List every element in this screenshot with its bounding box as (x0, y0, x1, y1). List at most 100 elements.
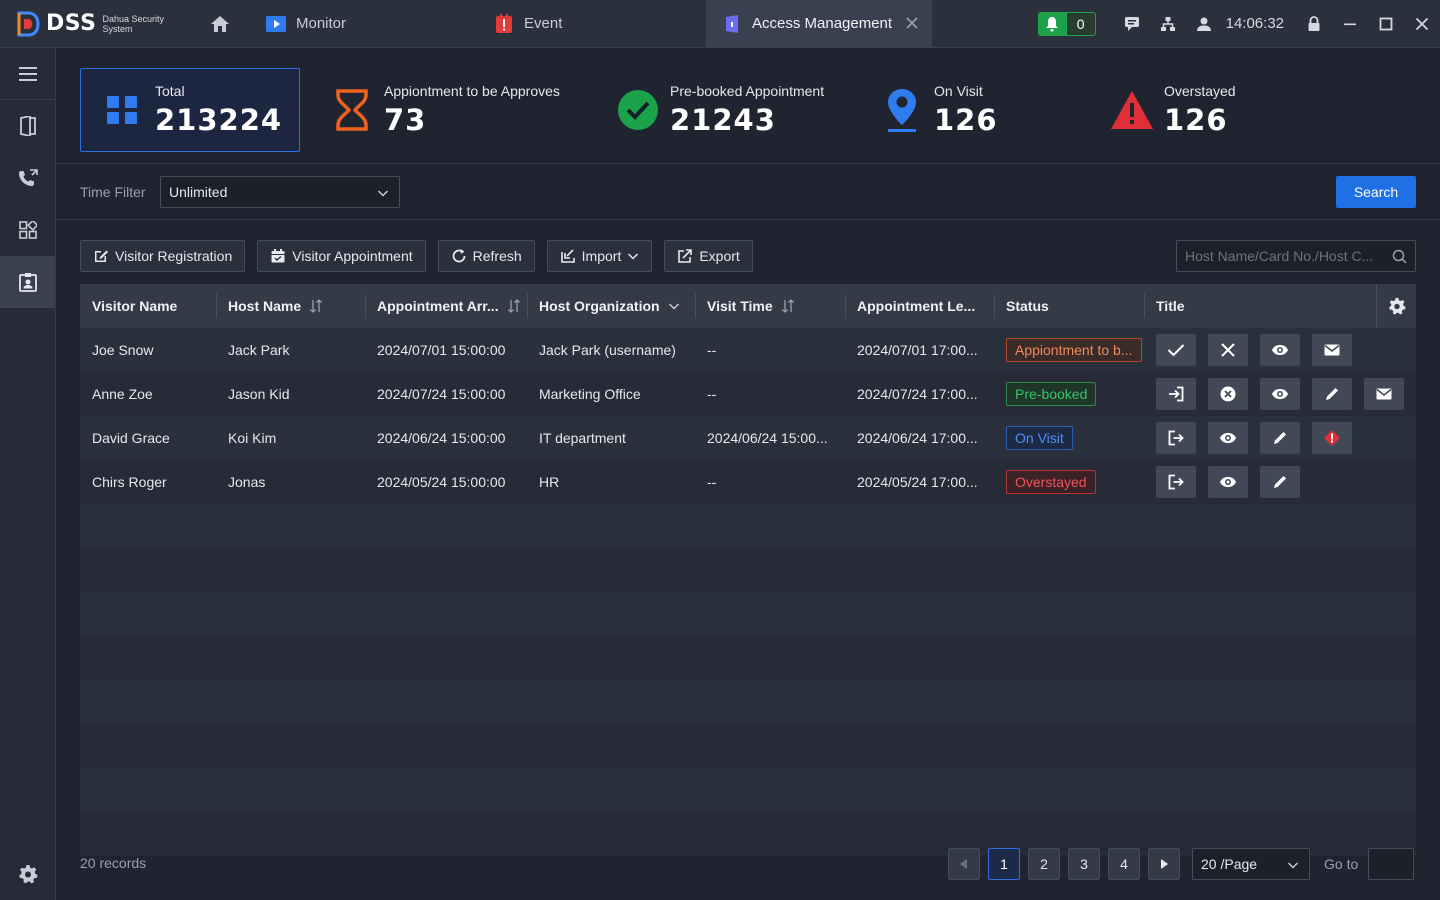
view-button[interactable] (1208, 422, 1248, 454)
sort-icon[interactable] (309, 299, 323, 313)
sidebar-item-call[interactable] (0, 152, 55, 204)
col-appointment-arrival[interactable]: Appointment Arr... (365, 284, 527, 328)
time-filter-select[interactable]: Unlimited (160, 176, 400, 208)
next-page-button[interactable] (1148, 848, 1180, 880)
cancel-appointment-button[interactable] (1208, 378, 1248, 410)
refresh-button[interactable]: Refresh (437, 240, 535, 272)
host-search-input[interactable] (1177, 241, 1382, 271)
import-button[interactable]: Import (546, 240, 653, 272)
check-out-button[interactable] (1156, 422, 1196, 454)
goto-page-input[interactable] (1368, 848, 1415, 880)
sort-icon[interactable] (507, 299, 521, 313)
maximize-button[interactable] (1368, 0, 1404, 47)
stat-overstayed[interactable]: Overstayed 126 (1110, 68, 1236, 152)
col-visitor-name[interactable]: Visitor Name (80, 284, 216, 328)
sidebar (0, 48, 56, 900)
home-button[interactable] (190, 0, 250, 47)
sort-icon[interactable] (781, 299, 795, 313)
lock-button[interactable] (1296, 0, 1332, 47)
filter-chevron-icon[interactable] (668, 300, 680, 312)
stat-total[interactable]: Total 213224 (80, 68, 300, 152)
table-row[interactable]: Chirs Roger Jonas 2024/05/24 15:00:00 HR… (80, 460, 1416, 504)
page-button-2[interactable]: 2 (1028, 848, 1060, 880)
table-row[interactable]: Joe Snow Jack Park 2024/07/01 15:00:00 J… (80, 328, 1416, 372)
tab-access-management[interactable]: Access Management (706, 0, 932, 47)
reject-button[interactable] (1208, 334, 1248, 366)
edit-button[interactable] (1312, 378, 1352, 410)
visitor-registration-button[interactable]: Visitor Registration (80, 240, 246, 272)
export-button[interactable]: Export (664, 240, 753, 272)
import-icon (560, 249, 575, 263)
col-title[interactable]: Title (1144, 284, 1376, 328)
pagination: 1 2 3 4 20 /Page Go to (948, 848, 1415, 880)
empty-row (80, 768, 1416, 812)
page-button-4[interactable]: 4 (1108, 848, 1140, 880)
eye-icon (1272, 345, 1288, 355)
visitor-appointment-button[interactable]: Visitor Appointment (257, 240, 426, 272)
stat-to-approve-value: 73 (384, 103, 427, 137)
cell-host-name: Jonas (228, 474, 266, 490)
table-row[interactable]: David Grace Koi Kim 2024/06/24 15:00:00 … (80, 416, 1416, 460)
minimize-button[interactable] (1332, 0, 1368, 47)
col-visit-time[interactable]: Visit Time (695, 284, 845, 328)
col-host-organization[interactable]: Host Organization (527, 284, 695, 328)
close-tab-icon[interactable] (904, 15, 920, 31)
stat-to-approve[interactable]: Appiontment to be Approves 73 (330, 68, 560, 152)
status-badge: Pre-booked (1006, 382, 1097, 406)
page-button-1[interactable]: 1 (988, 848, 1020, 880)
cell-visit-time: -- (707, 474, 717, 490)
edit-button[interactable] (1260, 466, 1300, 498)
email-button[interactable] (1312, 334, 1352, 366)
alert-diamond-icon (1324, 430, 1340, 446)
email-button[interactable] (1364, 378, 1404, 410)
col-appointment-arrival-label: Appointment Arr... (377, 298, 499, 314)
view-button[interactable] (1208, 466, 1248, 498)
eye-icon (1220, 477, 1236, 487)
approve-button[interactable] (1156, 334, 1196, 366)
cell-appointment-leave: 2024/05/24 17:00... (857, 474, 978, 490)
check-in-button[interactable] (1156, 378, 1196, 410)
view-button[interactable] (1260, 378, 1300, 410)
network-icon (1160, 16, 1175, 31)
tab-monitor[interactable]: Monitor (250, 0, 475, 47)
col-status[interactable]: Status (994, 284, 1144, 328)
search-button[interactable]: Search (1336, 176, 1416, 208)
cell-visit-time: 2024/06/24 15:00... (707, 430, 828, 446)
search-icon[interactable] (1392, 249, 1407, 264)
bell-icon (1037, 11, 1066, 36)
visitor-badge-icon (18, 273, 37, 292)
col-host-name[interactable]: Host Name (216, 284, 365, 328)
stat-on-visit[interactable]: On Visit 126 (880, 68, 998, 152)
message-button[interactable] (1114, 0, 1150, 47)
view-button[interactable] (1260, 334, 1300, 366)
gear-icon (18, 865, 37, 884)
table-row[interactable]: Anne Zoe Jason Kid 2024/07/24 15:00:00 M… (80, 372, 1416, 416)
network-button[interactable] (1150, 0, 1186, 47)
page-button-3[interactable]: 3 (1068, 848, 1100, 880)
status-badge: Overstayed (1006, 470, 1096, 494)
stat-prebooked[interactable]: Pre-booked Appointment 21243 (616, 68, 824, 152)
title-bar-right: 0 14:06:32 (1037, 0, 1440, 47)
close-window-button[interactable] (1404, 0, 1440, 47)
cell-actions (1144, 372, 1416, 416)
sidebar-item-apps[interactable] (0, 204, 55, 256)
cell-status: On Visit (994, 416, 1144, 460)
minimize-icon (1344, 23, 1356, 25)
grid-icon (101, 88, 145, 132)
sidebar-menu-toggle[interactable] (0, 48, 55, 100)
stat-total-value: 213224 (155, 103, 283, 137)
sidebar-item-visitor[interactable] (0, 256, 55, 308)
prev-page-button[interactable] (948, 848, 980, 880)
alert-button[interactable] (1312, 422, 1352, 454)
check-out-button[interactable] (1156, 466, 1196, 498)
edit-button[interactable] (1260, 422, 1300, 454)
column-settings-button[interactable] (1376, 284, 1416, 328)
alarm-indicator[interactable]: 0 (1037, 11, 1096, 36)
user-button[interactable] (1186, 0, 1222, 47)
sidebar-item-door[interactable] (0, 100, 55, 152)
tab-event[interactable]: Event (478, 0, 703, 47)
status-badge: On Visit (1006, 426, 1073, 450)
col-appointment-leave[interactable]: Appointment Le... (845, 284, 994, 328)
sidebar-settings[interactable] (0, 860, 55, 888)
page-size-select[interactable]: 20 /Page (1192, 848, 1310, 880)
